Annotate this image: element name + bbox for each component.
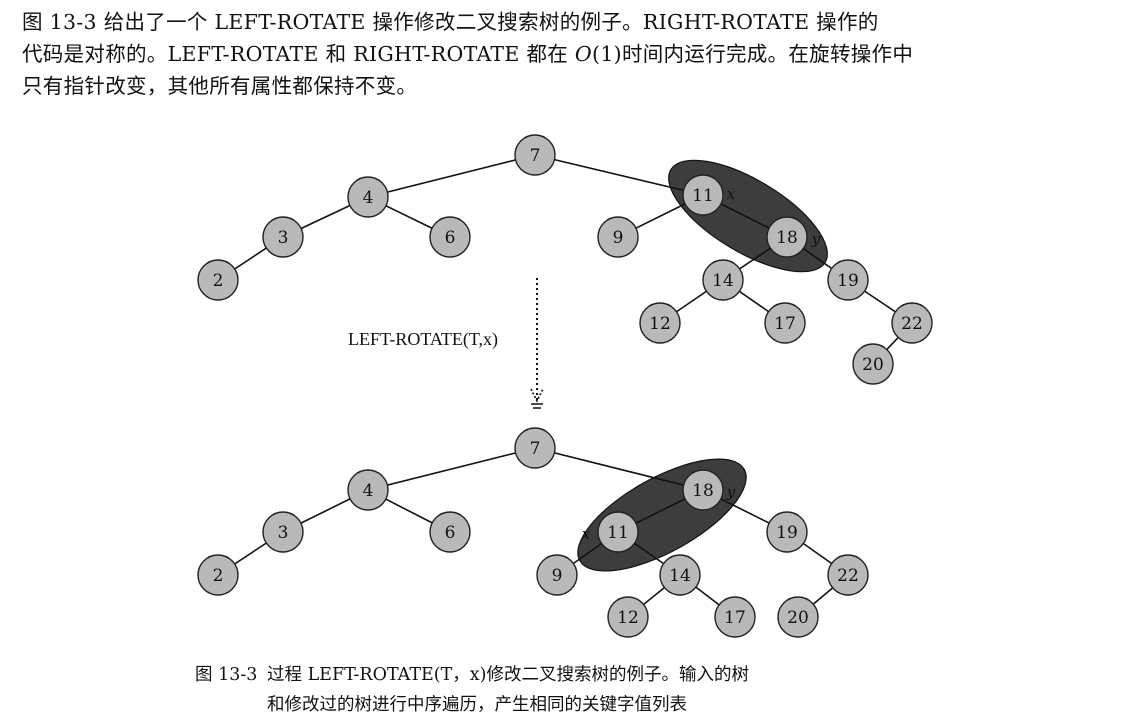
before-node-label-12: 12 (649, 314, 671, 334)
big-o-symbol: O (574, 42, 593, 66)
before-node-3 (262, 216, 304, 258)
before-node-20 (852, 343, 894, 385)
before-node-label-4: 4 (363, 188, 374, 208)
after-node-2 (197, 554, 239, 596)
before-node-label-22: 22 (901, 314, 923, 334)
after-node-label-11: 11 (607, 523, 629, 543)
after-edge-7-4 (367, 447, 536, 491)
after-node-17 (714, 596, 756, 638)
before-edge-7-11 (534, 154, 704, 196)
caption-number: 图 13-3 (195, 665, 258, 685)
after-node-3 (262, 511, 304, 553)
paragraph-line-3: 只有指针改变，其他所有属性都保持不变。 (22, 74, 418, 98)
after-node-4 (347, 469, 389, 511)
before-node-2 (197, 259, 239, 301)
after-node-label-18: 18 (692, 481, 714, 501)
before-node-label-19: 19 (837, 271, 859, 291)
tree-nodes: 7 4 3 6 2 11 x 9 18 y 14 19 12 17 22 20 7 4 3 6 2 18 y 11 x 19 9 14… (197, 134, 933, 638)
before-node-label-6: 6 (445, 228, 456, 248)
after-node-20 (777, 596, 819, 638)
before-node-label-9: 9 (613, 228, 624, 248)
after-node-label-7: 7 (530, 439, 541, 459)
before-node-11 (682, 174, 724, 216)
after-node-9 (536, 554, 578, 596)
after-node-14 (659, 554, 701, 596)
after-node-7 (514, 427, 556, 469)
after-node-label-22: 22 (837, 566, 859, 586)
after-node-12 (607, 596, 649, 638)
before-edge-7-4 (367, 154, 536, 198)
before-rotation-highlight (668, 159, 828, 273)
after-node-label-20: 20 (787, 608, 809, 628)
after-pointer-x: x (582, 525, 591, 543)
before-node-22 (891, 302, 933, 344)
before-node-label-20: 20 (862, 355, 884, 375)
before-node-17 (764, 302, 806, 344)
before-node-label-14: 14 (712, 271, 734, 291)
after-node-18 (682, 469, 724, 511)
paragraph-line-1: 图 13-3 给出了一个 LEFT-ROTATE 操作修改二叉搜索树的例子。RI… (22, 10, 879, 34)
caption-line-2: 和修改过的树进行中序遍历，产生相同的关键字值列表 (267, 695, 687, 715)
paragraph-line-2-b: (1)时间内运行完成。在旋转操作中 (592, 42, 914, 66)
figure-caption: 图 13-3 过程 LEFT-ROTATE(T，x)修改二叉搜索树的例子。输入的树… (195, 660, 955, 720)
before-node-label-11: 11 (692, 186, 714, 206)
operation-label: LEFT-ROTATE(T,x) (348, 329, 498, 350)
before-node-14 (702, 259, 744, 301)
before-node-label-3: 3 (278, 228, 289, 248)
before-node-18 (766, 216, 808, 258)
paragraph-line-2-a: 代码是对称的。LEFT-ROTATE 和 RIGHT-ROTATE 都在 (22, 42, 575, 66)
after-node-19 (766, 511, 808, 553)
after-node-label-12: 12 (617, 608, 639, 628)
before-node-12 (639, 302, 681, 344)
after-node-label-4: 4 (363, 481, 374, 501)
caption-line-1: 过程 LEFT-ROTATE(T，x)修改二叉搜索树的例子。输入的树 (267, 665, 749, 685)
after-node-label-19: 19 (776, 523, 798, 543)
body-paragraph: 图 13-3 给出了一个 LEFT-ROTATE 操作修改二叉搜索树的例子。RI… (22, 6, 1117, 102)
after-node-11 (597, 511, 639, 553)
after-pointer-y: y (726, 483, 736, 501)
before-node-4 (347, 176, 389, 218)
after-node-label-17: 17 (724, 608, 746, 628)
before-node-label-7: 7 (530, 146, 541, 166)
after-node-label-3: 3 (278, 523, 289, 543)
before-node-label-17: 17 (774, 314, 796, 334)
rotation-arrow (530, 278, 544, 409)
before-node-9 (597, 216, 639, 258)
after-node-label-2: 2 (213, 566, 224, 586)
before-pointer-x: x (727, 185, 736, 203)
after-node-label-6: 6 (445, 523, 456, 543)
before-node-19 (827, 259, 869, 301)
before-node-label-2: 2 (213, 271, 224, 291)
after-node-label-9: 9 (552, 566, 563, 586)
after-node-label-14: 14 (669, 566, 691, 586)
before-pointer-y: y (811, 230, 821, 248)
before-node-7 (514, 134, 556, 176)
paragraph-line-2: 代码是对称的。LEFT-ROTATE 和 RIGHT-ROTATE 都在 O(1… (22, 38, 1117, 70)
after-node-22 (827, 554, 869, 596)
before-node-6 (429, 216, 471, 258)
after-node-6 (429, 511, 471, 553)
before-node-label-18: 18 (776, 228, 798, 248)
after-edge-7-18 (534, 447, 704, 491)
